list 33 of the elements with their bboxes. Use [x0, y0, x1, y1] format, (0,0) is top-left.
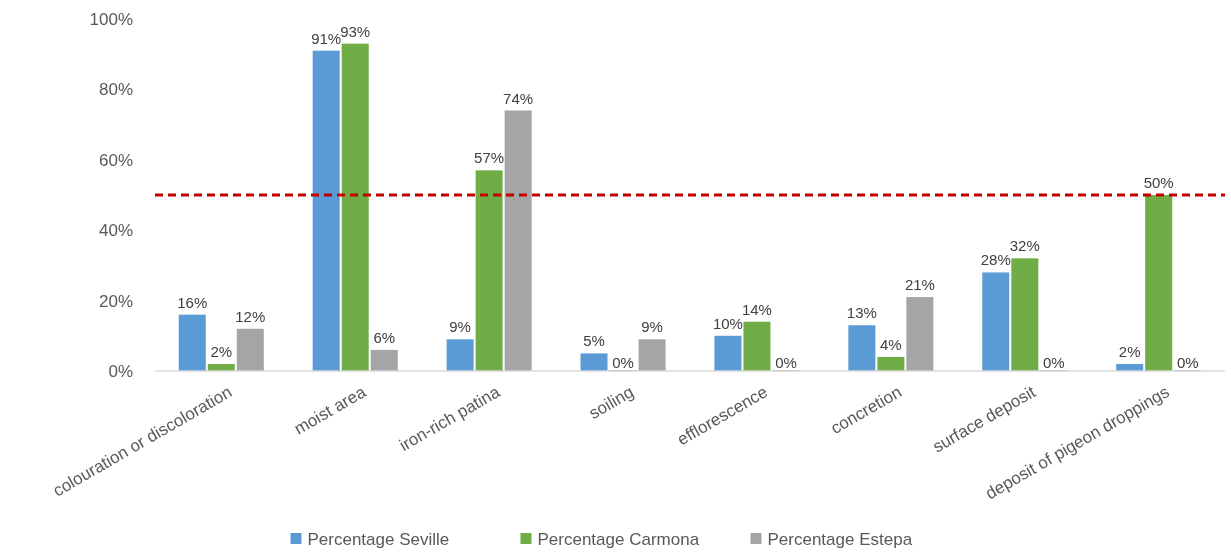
data-label: 14%	[741, 300, 772, 318]
data-label: 0%	[775, 354, 797, 371]
data-label: 28%	[980, 251, 1011, 269]
data-label: 0%	[612, 354, 634, 371]
data-label: 91%	[311, 29, 342, 47]
y-tick-label: 100%	[89, 9, 133, 29]
y-tick-label: 80%	[98, 80, 133, 100]
data-label: 10%	[712, 314, 743, 332]
data-label: 57%	[474, 149, 505, 167]
data-label: 0%	[1176, 354, 1199, 371]
data-label: 0%	[1042, 354, 1065, 371]
y-tick-label: 60%	[98, 150, 133, 170]
data-label: 2%	[1118, 342, 1141, 360]
data-label: 74%	[503, 89, 534, 107]
data-label: 50%	[1143, 174, 1174, 191]
data-label: 6%	[373, 328, 396, 346]
data-label: 9%	[641, 318, 663, 336]
y-tick-label: 40%	[98, 221, 133, 241]
legend-label: Percentage Carmona	[537, 530, 700, 549]
data-label: 13%	[846, 304, 877, 322]
data-label: 2%	[210, 342, 233, 360]
y-tick-label: 20%	[98, 291, 133, 311]
data-label: 32%	[1009, 237, 1040, 255]
data-label: 21%	[904, 276, 935, 294]
data-label: 5%	[583, 332, 605, 350]
data-label: 12%	[235, 307, 266, 325]
y-tick-label: 0%	[108, 361, 133, 381]
data-label: 16%	[177, 293, 208, 311]
data-label: 9%	[449, 318, 471, 336]
data-label: 93%	[340, 22, 371, 40]
data-label: 4%	[880, 335, 902, 353]
legend-label: Percentage Seville	[307, 530, 450, 549]
legend-label: Percentage Estepa	[767, 530, 913, 549]
